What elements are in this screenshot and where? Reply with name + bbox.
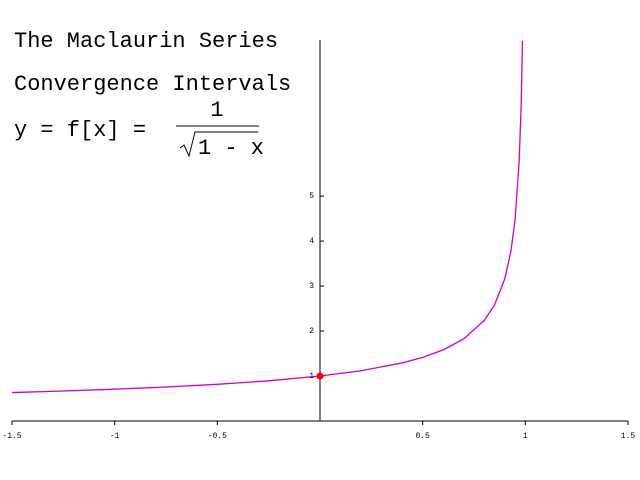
highlight-point <box>316 372 324 380</box>
y-tick-label: 5 <box>309 192 314 201</box>
curve <box>11 40 524 394</box>
y-tick-label: 4 <box>309 237 314 246</box>
chart-subtitle: Convergence Intervals <box>14 72 291 97</box>
sqrt-sign <box>179 131 258 158</box>
formula-lhs: y = f[x] = <box>14 118 146 143</box>
chart-title: The Maclaurin Series <box>14 29 278 54</box>
y-tick-label: 3 <box>309 282 314 291</box>
x-tick-label: 0.5 <box>415 432 430 441</box>
x-tick-label: -1.5 <box>2 432 21 441</box>
x-tick-label: -1 <box>110 432 120 441</box>
formula-radicand: 1 - x <box>198 136 264 161</box>
x-tick-label: 1.5 <box>621 432 636 441</box>
y-tick-label: 2 <box>309 327 314 336</box>
x-tick-label: 1 <box>523 432 528 441</box>
formula-numerator: 1 <box>210 98 223 123</box>
x-tick-label: -0.5 <box>208 432 227 441</box>
